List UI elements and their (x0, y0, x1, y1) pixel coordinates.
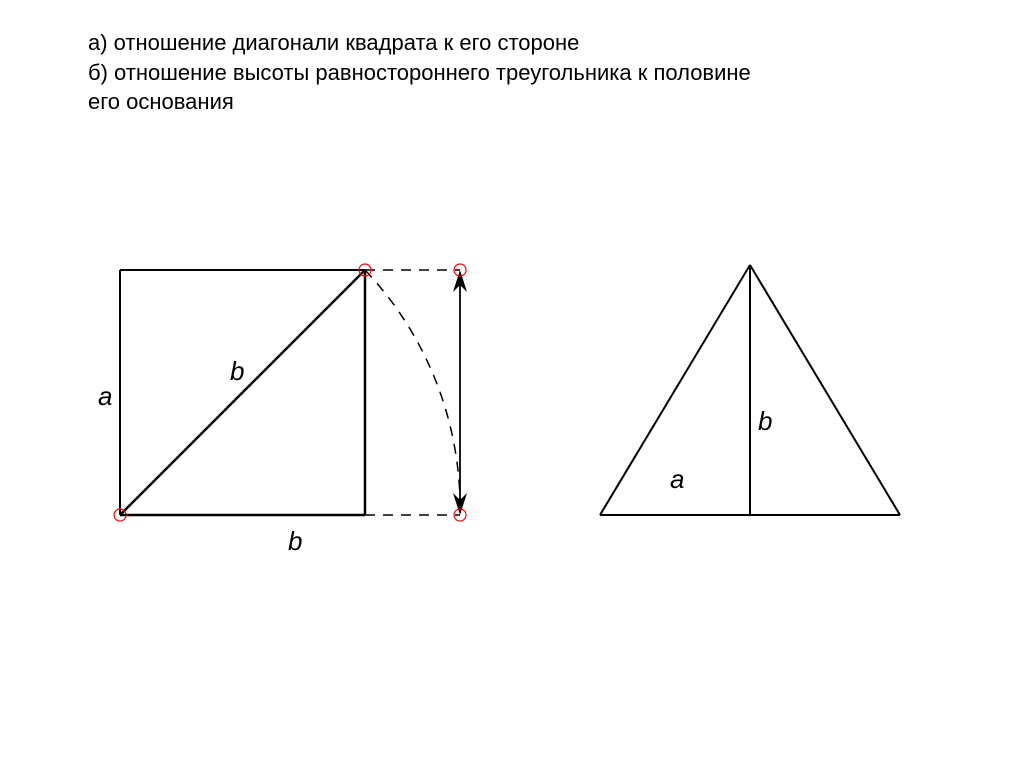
triangle-right (750, 265, 900, 515)
square-diagonal (120, 270, 365, 515)
square-diagram: a b b (98, 264, 467, 556)
label-b-triangle: b (758, 406, 772, 436)
arc-diagonal-rotation (365, 270, 460, 515)
problem-line-c: его основания (88, 87, 938, 117)
label-b-diagonal: b (230, 356, 244, 386)
problem-text: а) отношение диагонали квадрата к его ст… (88, 28, 938, 117)
label-b-bottom: b (288, 526, 302, 556)
label-a-square: a (98, 381, 112, 411)
diagram-container: a b b b a (90, 230, 920, 570)
diagrams-svg: a b b b a (90, 230, 920, 570)
triangle-diagram: b a (600, 265, 900, 515)
label-a-triangle: a (670, 464, 684, 494)
problem-line-b: б) отношение высоты равностороннего треу… (88, 58, 938, 88)
problem-line-a: а) отношение диагонали квадрата к его ст… (88, 28, 938, 58)
